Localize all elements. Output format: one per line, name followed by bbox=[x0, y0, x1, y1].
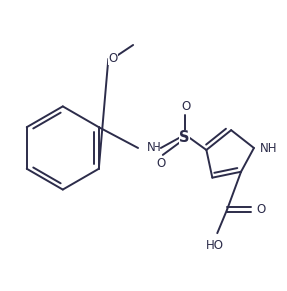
Text: HO: HO bbox=[206, 239, 224, 252]
Text: O: O bbox=[108, 52, 118, 65]
Text: O: O bbox=[256, 203, 265, 216]
Text: N: N bbox=[147, 141, 155, 155]
Text: S: S bbox=[179, 129, 190, 145]
Text: H: H bbox=[152, 141, 160, 155]
Text: O: O bbox=[181, 100, 190, 113]
Text: NH: NH bbox=[260, 143, 277, 155]
Text: O: O bbox=[156, 157, 166, 170]
